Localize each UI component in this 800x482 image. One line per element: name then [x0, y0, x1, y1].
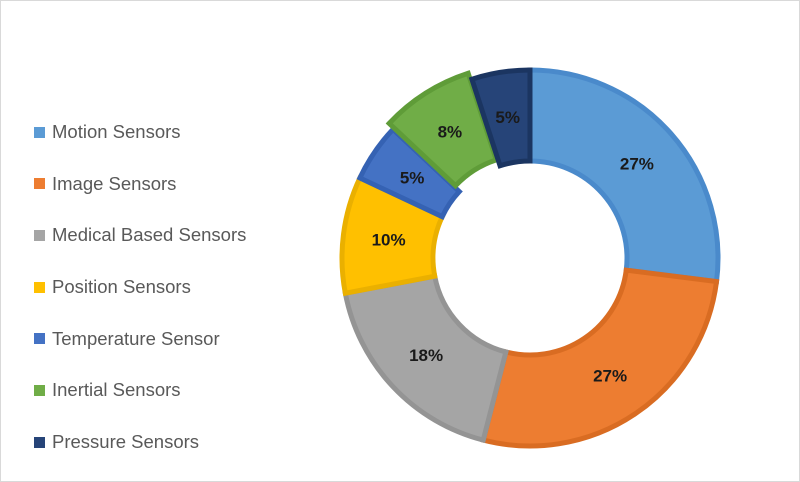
legend-label: Position Sensors — [52, 276, 191, 298]
legend-item: Temperature Sensor — [34, 326, 246, 352]
legend-swatch — [34, 229, 45, 241]
legend-label: Medical Based Sensors — [52, 224, 247, 246]
legend-item: Medical Based Sensors — [34, 222, 246, 248]
data-label: 10% — [372, 231, 406, 250]
legend-label: Temperature Sensor — [52, 327, 220, 349]
data-label: 5% — [495, 108, 520, 127]
donut-slice — [480, 267, 720, 449]
chart-legend: Motion Sensors Image Sensors Medical Based… — [34, 119, 246, 481]
legend-item: Motion Sensors — [34, 119, 246, 145]
data-label: 8% — [438, 122, 463, 141]
legend-swatch — [34, 178, 45, 190]
data-label: 27% — [620, 154, 654, 173]
data-label: 27% — [593, 366, 627, 385]
legend-swatch — [34, 333, 45, 345]
legend-label: Motion Sensors — [52, 121, 181, 142]
data-label: 5% — [400, 168, 425, 187]
legend-swatch — [34, 436, 45, 448]
legend-swatch — [34, 126, 45, 138]
legend-item: Image Sensors — [34, 171, 246, 197]
donut-slice — [527, 67, 721, 285]
donut-slice — [468, 67, 533, 169]
legend-label: Image Sensors — [52, 172, 177, 194]
legend-label: Pressure Sensors — [52, 431, 200, 453]
data-label: 18% — [409, 346, 443, 365]
legend-item: Position Sensors — [34, 274, 246, 300]
legend-swatch — [34, 281, 45, 293]
legend-swatch — [34, 384, 45, 396]
donut-slice — [385, 70, 500, 190]
donut-slice — [342, 273, 509, 444]
legend-label: Inertial Sensors — [52, 379, 181, 401]
legend-item: Inertial Sensors — [34, 377, 246, 403]
legend-item: Pressure Sensors — [34, 429, 246, 455]
